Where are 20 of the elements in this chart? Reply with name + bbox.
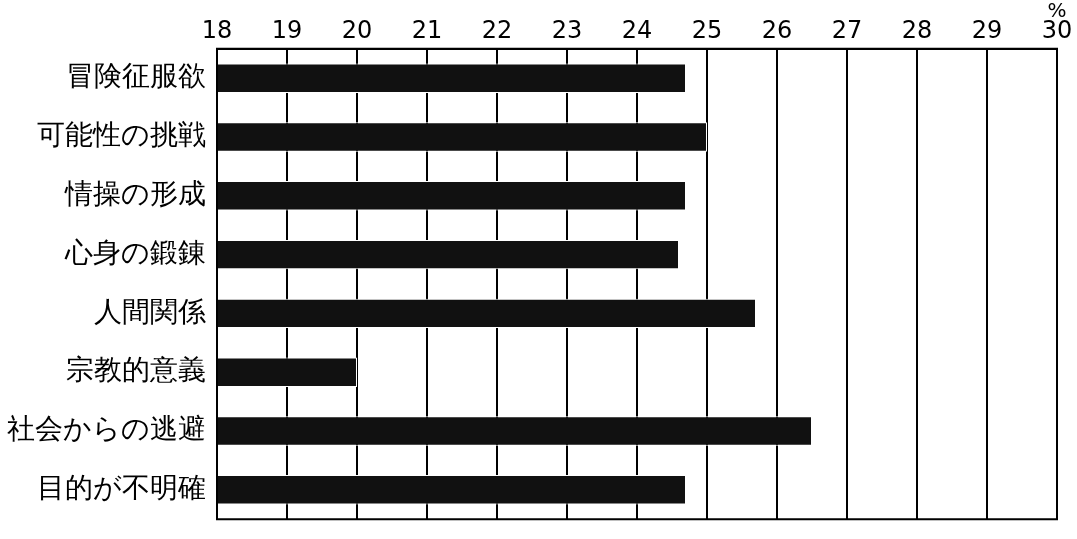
y-tick-label: 宗教的意義: [66, 353, 206, 387]
y-tick-label: 情操の形成: [64, 177, 206, 211]
x-tick-label: 18: [201, 15, 233, 44]
y-tick-label: 目的が不明確: [37, 471, 206, 505]
x-tick-label: 29: [971, 15, 1003, 44]
x-tick-label: 28: [901, 15, 933, 44]
y-tick-label: 可能性の挑戦: [37, 118, 206, 152]
y-tick-label: 冒険征服欲: [66, 59, 206, 93]
x-tick-label: 20: [341, 15, 373, 44]
x-tick-label: 26: [761, 15, 793, 44]
y-tick-label: 人間関係: [94, 294, 206, 328]
x-tick-label: 21: [411, 15, 443, 44]
x-tick-label: 19: [271, 15, 303, 44]
y-tick-label: 心身の鍛錬: [64, 235, 206, 269]
x-tick-label: 24: [621, 15, 653, 44]
x-tick-label: 25: [691, 15, 723, 44]
x-tick-label: 27: [831, 15, 863, 44]
x-tick-label: 22: [481, 15, 513, 44]
y-tick-label: 社会からの逃避: [7, 412, 206, 446]
x-tick-label: 23: [551, 15, 583, 44]
